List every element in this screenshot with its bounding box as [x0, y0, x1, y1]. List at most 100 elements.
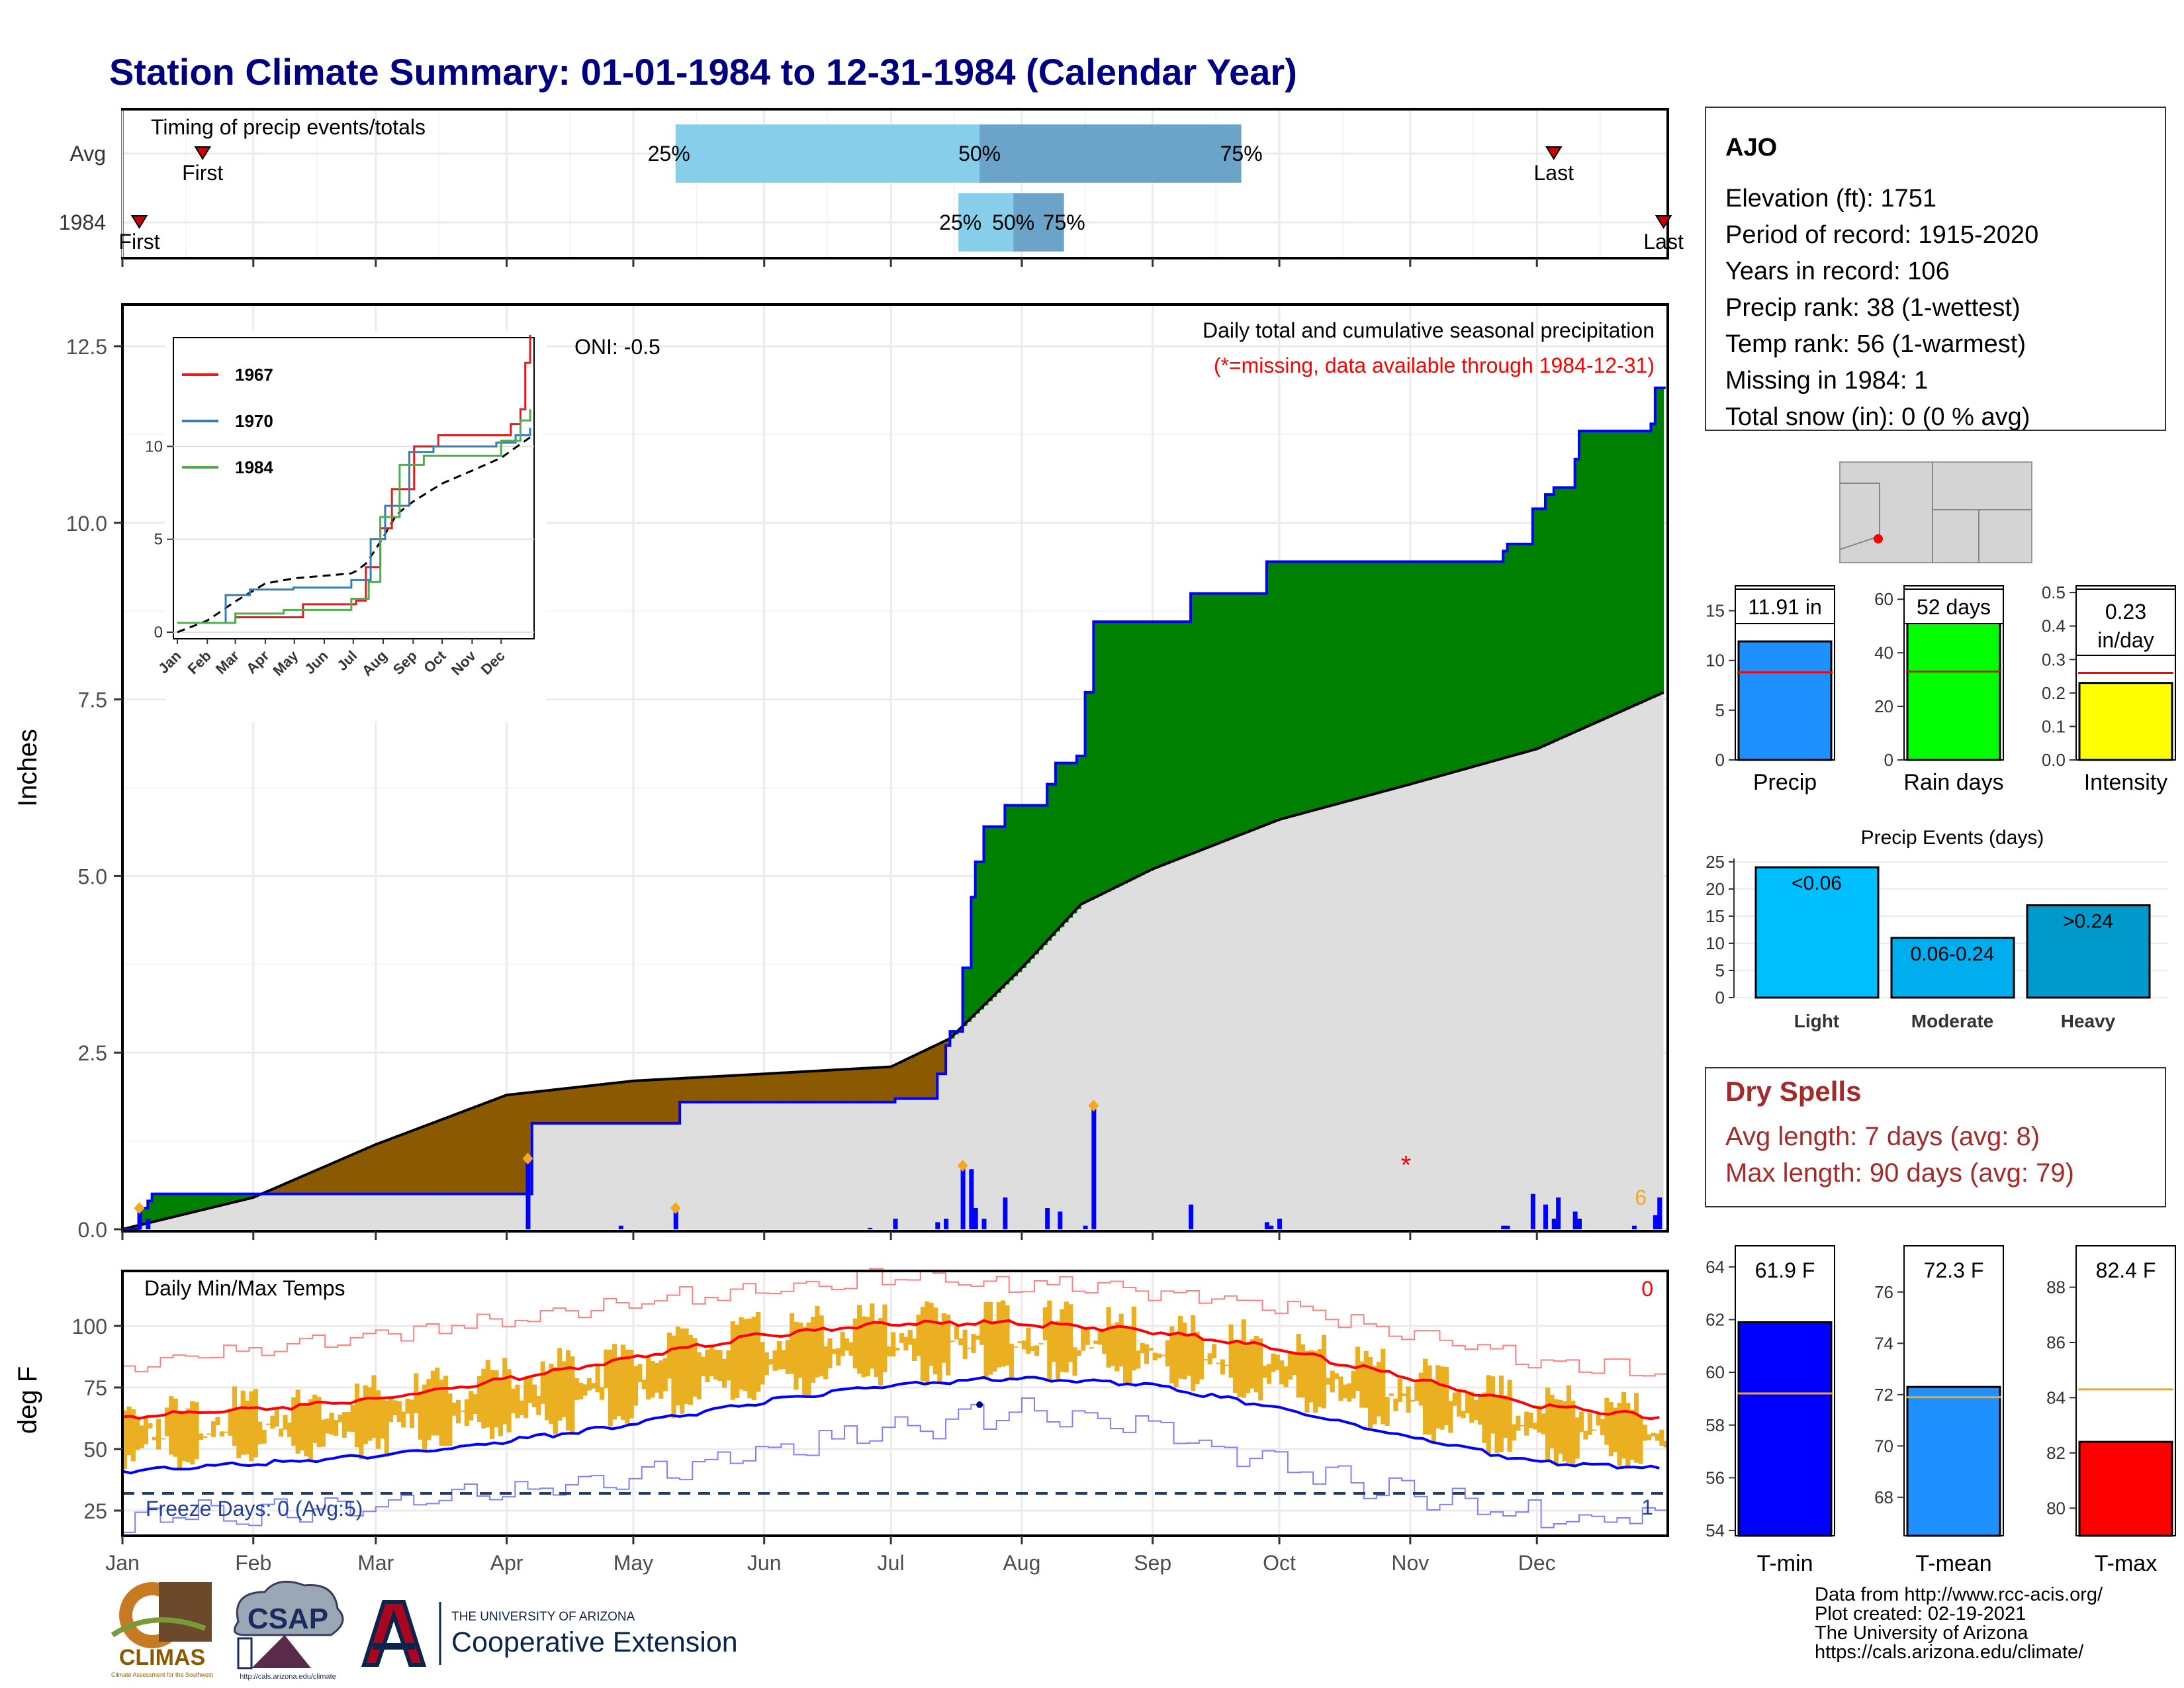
- above-avg-segment: [1283, 561, 1289, 819]
- daily-temp-bar: [937, 1322, 942, 1382]
- daily-temp-bar: [1625, 1403, 1631, 1469]
- daily-precip-bar: [673, 1207, 678, 1229]
- temp-summary-category-label: T-mean: [1915, 1551, 1991, 1576]
- below-avg-segment: [874, 1067, 879, 1102]
- timing-p25-label: 25%: [648, 142, 690, 165]
- above-avg-segment: [1465, 561, 1470, 769]
- above-avg-segment: [987, 826, 993, 1002]
- climas-text: CLIMAS: [119, 1645, 205, 1670]
- above-avg-segment: [1224, 593, 1230, 841]
- daily-temp-bar: [152, 1436, 157, 1440]
- daily-temp-bar: [181, 1412, 187, 1462]
- above-avg-segment: [203, 1194, 208, 1210]
- below-avg-segment: [523, 1093, 529, 1194]
- below-avg-segment: [515, 1094, 520, 1194]
- daily-temp-bar: [1017, 1341, 1023, 1344]
- daily-temp-bar: [265, 1423, 271, 1425]
- daily-temp-bar: [1647, 1434, 1652, 1440]
- daily-temp-bar: [1195, 1331, 1200, 1384]
- station-years: Years in record: 106: [1725, 258, 1950, 285]
- above-avg-segment: [1064, 763, 1069, 923]
- daily-temp-bar: [1448, 1401, 1453, 1433]
- daily-temp-bar: [785, 1340, 790, 1374]
- temp-summary-bar: [2078, 1440, 2173, 1537]
- daily-temp-bar: [1347, 1383, 1352, 1402]
- daily-temp-bar: [498, 1379, 503, 1436]
- daily-temp-bar: [279, 1429, 284, 1437]
- daily-temp-bar: [1553, 1399, 1559, 1464]
- below-avg-segment: [565, 1088, 570, 1123]
- daily-temp-bar: [819, 1315, 824, 1376]
- daily-precip-bar: [1091, 1105, 1097, 1229]
- daily-temp-bar: [481, 1368, 486, 1429]
- daily-precip-bar: [973, 1207, 978, 1229]
- daily-temp-bar: [426, 1379, 432, 1440]
- daily-temp-bar: [604, 1349, 609, 1389]
- page-title: Station Climate Summary: 01-01-1984 to 1…: [109, 51, 1297, 93]
- precip-ytick-label: 12.5: [66, 335, 107, 359]
- daily-precip-bar: [1653, 1215, 1658, 1229]
- daily-temp-bar: [633, 1366, 639, 1406]
- daily-precip-bar: [960, 1165, 966, 1229]
- events-bar: [1890, 937, 2015, 999]
- above-avg-segment: [173, 1194, 178, 1217]
- last-event-marker: [1655, 215, 1672, 229]
- event-marker: [957, 1159, 968, 1172]
- timing-bar-q1: [675, 124, 980, 183]
- above-avg-segment: [1562, 487, 1567, 738]
- below-avg-segment: [392, 1138, 398, 1194]
- daily-temp-bar: [148, 1423, 153, 1429]
- above-avg-segment: [224, 1194, 229, 1205]
- footer: Data from http://www.rcc-acis.org/ Plot …: [1815, 1584, 2103, 1663]
- daily-temp-bar: [1410, 1399, 1416, 1402]
- above-avg-segment: [1549, 494, 1555, 743]
- daily-temp-bar: [983, 1301, 989, 1378]
- daily-temp-bar: [1030, 1346, 1035, 1352]
- events-bar: [1754, 866, 1880, 999]
- daily-temp-bar: [126, 1406, 132, 1456]
- below-avg-segment: [456, 1114, 461, 1194]
- timing-bar-q1: [958, 193, 1014, 252]
- daily-temp-bar: [1304, 1350, 1310, 1413]
- above-avg-segment: [1503, 551, 1508, 759]
- below-avg-segment: [810, 1071, 815, 1102]
- events-ytick-label: 15: [1706, 906, 1725, 926]
- daily-temp-bar: [794, 1321, 799, 1390]
- above-avg-segment: [198, 1194, 203, 1211]
- above-avg-segment: [1334, 561, 1339, 805]
- below-avg-segment: [498, 1098, 503, 1194]
- above-avg-segment: [1034, 805, 1040, 955]
- daily-temp-bar: [1287, 1351, 1293, 1380]
- daily-temp-bar: [177, 1411, 183, 1470]
- daily-temp-bar: [857, 1305, 862, 1374]
- below-avg-segment: [544, 1090, 549, 1123]
- below-avg-segment: [760, 1074, 765, 1102]
- inset-series-line: [177, 409, 531, 624]
- below-avg-segment: [743, 1074, 748, 1102]
- summary-bar: [2078, 682, 2173, 761]
- daily-temp-bar: [696, 1352, 702, 1400]
- daily-temp-bar: [1115, 1322, 1120, 1372]
- below-avg-segment: [865, 1068, 870, 1102]
- daily-temp-bar: [1587, 1413, 1592, 1435]
- above-avg-segment: [1000, 826, 1005, 989]
- daily-temp-bar: [523, 1378, 529, 1419]
- below-avg-segment: [608, 1084, 613, 1123]
- timing-p25-label: 25%: [939, 211, 981, 234]
- daily-temp-bar: [726, 1350, 731, 1381]
- events-title: Precip Events (days): [1861, 827, 2044, 849]
- above-avg-segment: [1439, 561, 1445, 776]
- below-avg-segment: [806, 1071, 811, 1102]
- above-avg-segment: [1326, 561, 1331, 808]
- below-avg-segment: [329, 1164, 334, 1194]
- daily-temp-bar: [435, 1368, 440, 1436]
- daily-temp-bar: [1102, 1330, 1107, 1354]
- daily-temp-bar: [844, 1338, 850, 1351]
- daily-precip-bar: [1577, 1218, 1582, 1229]
- daily-temp-bar: [422, 1384, 428, 1450]
- above-avg-segment: [1633, 431, 1639, 706]
- above-avg-segment: [962, 968, 968, 1027]
- daily-temp-bar: [1081, 1328, 1086, 1351]
- daily-temp-bar: [929, 1303, 934, 1366]
- above-avg-segment: [236, 1194, 242, 1202]
